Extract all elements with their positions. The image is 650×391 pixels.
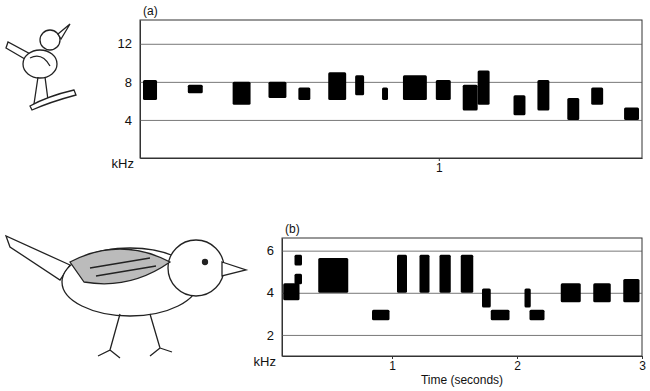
note (623, 279, 639, 302)
note (461, 255, 474, 293)
note (420, 255, 430, 293)
wren-beak (58, 24, 70, 39)
x-axis-title: Time (seconds) (421, 373, 503, 387)
bunting-tail (6, 236, 70, 280)
note (143, 80, 157, 100)
note (537, 80, 549, 110)
x-tick: 1 (436, 158, 443, 175)
y-axis: 4 8 12 (118, 21, 642, 159)
wren-perch (30, 90, 76, 110)
note (593, 283, 611, 302)
note (355, 75, 364, 95)
note (298, 88, 310, 100)
note (403, 75, 427, 100)
x-tick-label: 1 (436, 161, 443, 175)
note (295, 274, 303, 285)
note (283, 283, 299, 300)
y-tick-label: 4 (125, 113, 132, 128)
x-axis-line (141, 158, 643, 159)
note (491, 310, 510, 321)
note (372, 310, 390, 321)
bunting-wing-lines (90, 258, 156, 276)
grid-line (282, 293, 642, 294)
note (328, 72, 346, 100)
note (514, 95, 526, 115)
notes (283, 255, 639, 320)
y-tick: 12 (118, 36, 642, 51)
grid-line (282, 335, 642, 336)
note (295, 255, 303, 266)
x-tick: 3 (639, 356, 646, 373)
note (530, 310, 545, 321)
note (188, 85, 203, 94)
note (318, 258, 348, 293)
grid-line (282, 251, 642, 252)
y-tick-label: 8 (125, 75, 132, 90)
x-axis: 1 2 3 (283, 356, 647, 373)
note (567, 98, 579, 120)
y-axis-title: kHz (112, 156, 134, 171)
note (440, 255, 451, 293)
note (591, 88, 603, 105)
bunting-wing (70, 249, 170, 284)
note (233, 82, 251, 105)
y-tick-label: 12 (118, 36, 132, 51)
note (436, 80, 451, 100)
y-tick: 6 (267, 243, 642, 258)
figure: 48121(a)kHz246123(b)kHzTime (seconds) (0, 0, 650, 391)
y-tick: 4 (125, 113, 642, 128)
note (463, 85, 478, 111)
bunting-eye (203, 260, 208, 265)
y-axis: 2 4 6 (267, 239, 642, 357)
x-tick-label: 2 (514, 359, 521, 373)
y-tick: 2 (267, 328, 642, 343)
note (478, 70, 490, 104)
panel: 2 4 6 1 2 3 (b) kHz (254, 222, 647, 373)
bunting-legs (98, 314, 172, 358)
y-tick-label: 6 (267, 243, 274, 258)
y-tick-label: 2 (267, 328, 274, 343)
wren-wing (30, 56, 50, 66)
y-axis-line (140, 21, 141, 159)
x-tick: 1 (389, 356, 396, 373)
bunting-beak (222, 262, 246, 276)
panel: 4 8 12 1 (a) kHz (112, 4, 643, 175)
x-tick-label: 1 (389, 359, 396, 373)
grid-line (140, 120, 642, 121)
wren-body (23, 50, 57, 78)
x-tick-label: 3 (639, 359, 646, 373)
note (382, 88, 388, 100)
panel-title: (a) (143, 4, 158, 18)
wren-head (40, 30, 60, 50)
y-axis-line (282, 239, 283, 357)
note (561, 283, 581, 302)
illustrations (6, 24, 246, 358)
x-axis: 1 (141, 158, 643, 175)
note (397, 255, 407, 293)
note (482, 289, 491, 308)
grid-line (140, 44, 642, 45)
y-tick-label: 4 (267, 285, 274, 300)
x-axis-line (283, 356, 643, 357)
x-tick: 2 (514, 356, 521, 373)
y-axis-title: kHz (254, 354, 276, 369)
grid-line (140, 82, 642, 83)
bunting-head (168, 240, 224, 296)
plot-frame (282, 238, 642, 356)
notes (143, 70, 639, 119)
panel-title: (b) (285, 222, 300, 236)
note (525, 289, 531, 308)
plot-frame (140, 20, 642, 158)
note (268, 82, 286, 98)
note (624, 108, 639, 120)
